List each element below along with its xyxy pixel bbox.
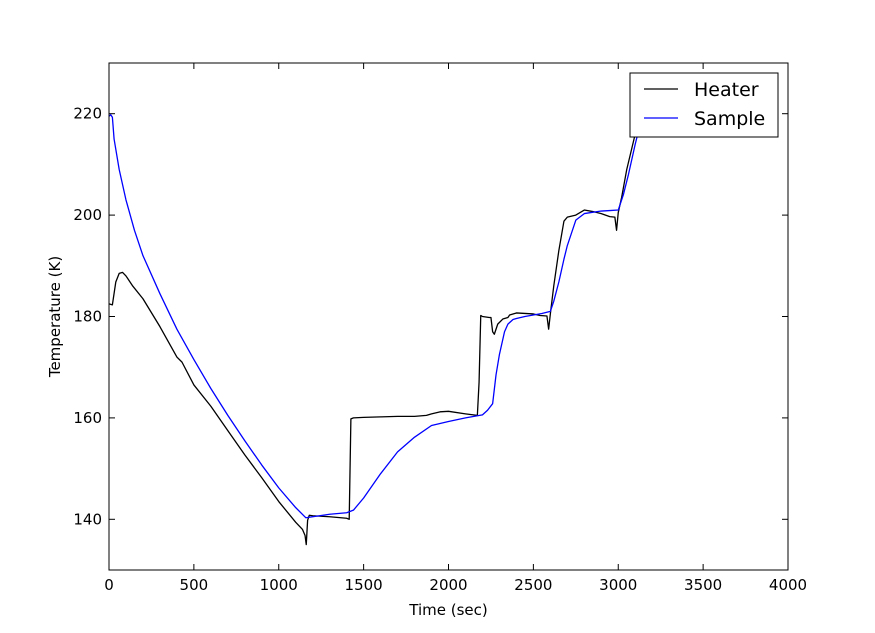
- ticks-layer: 0 500 1000 1500 2000 2500 3000 3500 4000 140 160 18…: [73, 63, 807, 594]
- y-tick-label: 220: [73, 105, 102, 123]
- x-tick-label: 1000: [260, 576, 298, 594]
- x-tick-label: 4000: [769, 576, 807, 594]
- x-tick-label: 3000: [599, 576, 637, 594]
- x-tick-label: 500: [180, 576, 209, 594]
- x-tick-label: 1500: [345, 576, 383, 594]
- series-line-heater: [109, 113, 641, 546]
- plot-frame: [108, 62, 789, 571]
- y-tick-label: 160: [73, 409, 102, 427]
- series-layer: [109, 113, 641, 546]
- y-tick-label: 200: [73, 206, 102, 224]
- x-tick-label: 2000: [429, 576, 467, 594]
- legend-box: [629, 72, 779, 138]
- x-tick-label: 0: [104, 576, 114, 594]
- y-tick-label: 140: [73, 510, 102, 528]
- y-axis-label: Temperature (K): [46, 256, 64, 378]
- y-tick-label: 180: [73, 308, 102, 326]
- legend-label-heater: Heater: [694, 79, 759, 101]
- legend: Heater Sample: [629, 72, 779, 138]
- x-tick-label: 3500: [684, 576, 722, 594]
- legend-label-sample: Sample: [694, 108, 765, 130]
- x-tick-label: 2500: [514, 576, 552, 594]
- series-line-sample: [109, 114, 641, 519]
- x-axis-label: Time (sec): [408, 601, 487, 619]
